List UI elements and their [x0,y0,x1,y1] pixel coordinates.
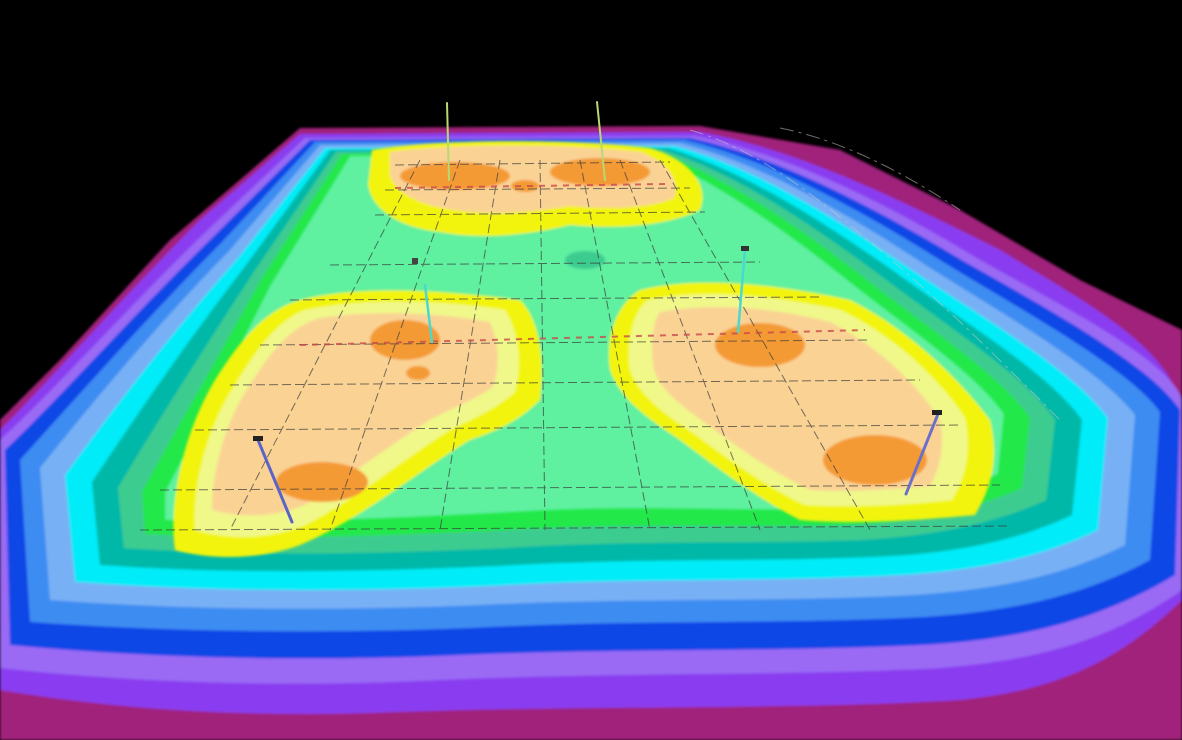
site-boundary [689,127,1061,421]
pole-back-left [446,102,450,181]
hotspot-left-small [406,366,430,380]
interior-field [165,141,1004,557]
pole-shaft [256,438,294,524]
grid-col-5 [579,159,651,531]
grid-col-2 [329,159,461,531]
pole-fixture [412,258,418,264]
pole-shaft [736,248,747,334]
lane-line-front [299,329,866,346]
grid-row-6 [259,339,871,346]
hotspot-left-mid [370,320,440,360]
hotspot-right-front [823,435,927,485]
grid-col-3 [439,159,501,531]
drive-lane-markers [299,183,866,346]
grid-row-4 [329,261,761,266]
green-dip-center [565,251,605,269]
grid-row-2 [384,187,691,191]
pole-front-right [904,410,942,496]
grid-row-1 [394,161,671,166]
grid-col-4 [539,159,546,531]
grid-row-9 [159,484,1001,491]
pole-fixture [932,410,942,415]
pole-shaft [596,101,606,181]
grid-row-5 [289,296,821,301]
pole-mid-left [412,258,434,344]
pole-fixture [741,246,749,251]
hotspot-top-left [400,162,510,190]
grid-row-8 [194,424,961,431]
pole-back-right [596,101,606,181]
grid-row-7 [229,379,921,386]
grid-row-3 [374,211,706,216]
pole-shaft [446,102,450,181]
grid-col-6 [619,159,761,531]
pole-shaft [904,412,940,496]
parking-grid [139,159,1011,531]
light-poles [253,101,942,524]
boundary-line-right [689,129,1061,421]
pole-front-left [253,436,294,524]
pole-fixture [253,436,263,441]
hotspot-left-front [276,462,368,502]
grid-row-10 [139,525,1011,531]
hotspot-right-mid [715,323,805,367]
grid-col-7 [659,159,871,531]
boundary-line-right-2 [779,127,961,211]
band-peach-left [212,313,498,516]
hotspot-top-right [550,158,650,186]
pole-shaft [423,283,434,344]
lane-line-back [394,183,666,189]
pole-mid-right [736,246,749,334]
grid-col-1 [229,159,421,531]
